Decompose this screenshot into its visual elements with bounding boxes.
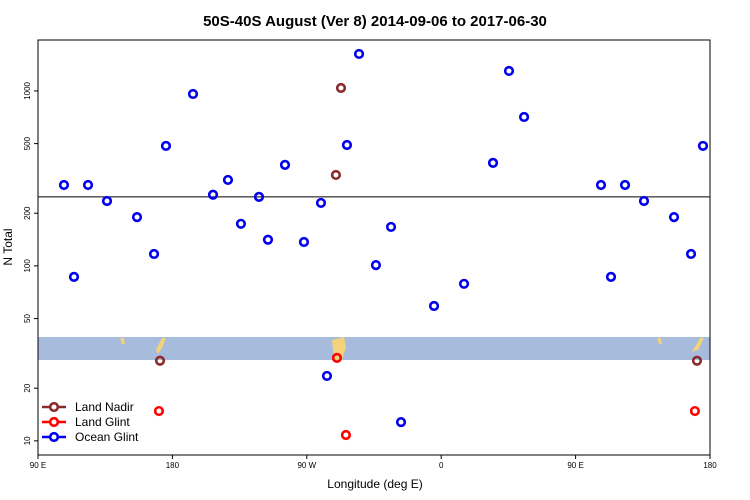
x-tick-label: 90 E <box>30 461 46 470</box>
point <box>638 195 650 207</box>
point <box>82 179 94 191</box>
point <box>235 218 247 229</box>
chart-title: 50S-40S August (Ver 8) 2014-09-06 to 201… <box>203 13 547 30</box>
point <box>330 169 342 181</box>
y-tick-label: 500 <box>23 136 32 150</box>
point <box>395 416 407 428</box>
point <box>160 140 172 152</box>
point <box>253 191 265 202</box>
y-tick-label: 50 <box>23 314 32 323</box>
y-tick-label: 100 <box>23 259 32 273</box>
x-tick-label: 90 W <box>297 461 316 470</box>
point <box>428 300 440 312</box>
point <box>619 179 631 191</box>
point <box>298 236 310 248</box>
point <box>331 352 343 363</box>
point <box>207 189 219 200</box>
point <box>595 179 607 191</box>
point <box>370 260 382 271</box>
legend-label: Land Nadir <box>75 400 134 414</box>
x-tick-label: 0 <box>439 461 444 470</box>
point <box>341 139 353 151</box>
x-axis-label: Longitude (deg E) <box>327 477 422 491</box>
point <box>689 405 701 417</box>
point <box>668 212 680 223</box>
point <box>503 65 515 77</box>
point <box>101 195 113 207</box>
x-tick-label: 180 <box>166 461 180 470</box>
point <box>68 271 80 283</box>
point <box>279 159 291 170</box>
x-tick-label: 180 <box>703 461 717 470</box>
point <box>458 278 470 289</box>
point <box>691 355 703 366</box>
legend-label: Land Glint <box>75 415 130 429</box>
y-axis-label: N Total <box>1 228 15 265</box>
y-tick-label: 1000 <box>23 81 32 99</box>
point <box>154 355 166 366</box>
legend-marker <box>48 401 60 413</box>
point <box>697 140 709 152</box>
legend-label: Ocean Glint <box>75 430 139 444</box>
point <box>487 157 499 168</box>
y-tick-label: 10 <box>23 436 32 445</box>
point <box>58 179 70 191</box>
x-tick-label: 90 E <box>567 461 583 470</box>
point <box>385 221 397 233</box>
point <box>315 197 327 209</box>
point <box>340 429 352 441</box>
point <box>353 48 365 60</box>
y-tick-label: 20 <box>23 383 32 392</box>
point <box>148 248 160 260</box>
point <box>262 234 274 245</box>
point <box>222 174 234 186</box>
point <box>605 271 617 283</box>
point <box>131 212 143 223</box>
point <box>685 248 697 260</box>
plot-frame <box>37 39 711 456</box>
point <box>153 405 165 417</box>
point <box>187 88 199 100</box>
point <box>518 111 530 123</box>
map-strip <box>38 337 710 360</box>
point <box>335 82 347 94</box>
legend-marker <box>48 431 60 443</box>
point <box>321 370 333 382</box>
legend-marker <box>48 416 60 428</box>
y-tick-label: 200 <box>23 206 32 220</box>
